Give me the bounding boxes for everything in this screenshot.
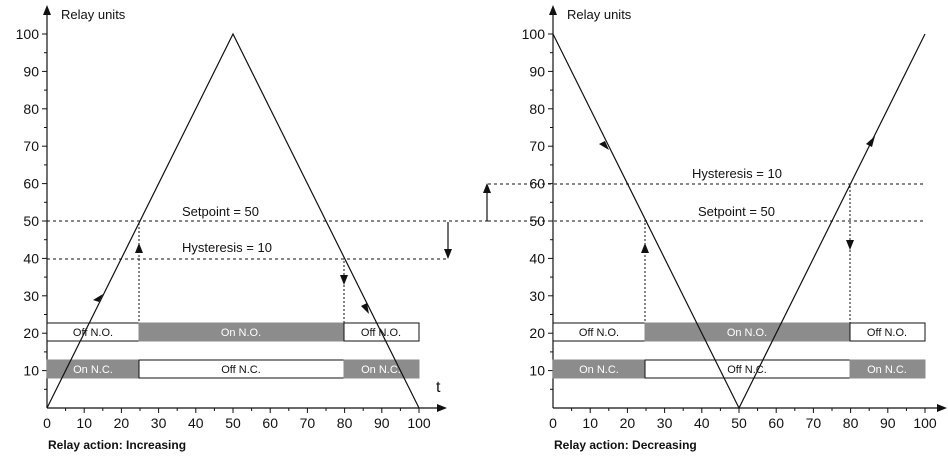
nc-label-left-2: Off N.C. — [221, 364, 261, 376]
switch-on-arrow-right — [641, 243, 649, 253]
x-tick-label-right-40: 40 — [694, 415, 710, 431]
x-tick-label-right-100: 100 — [913, 415, 937, 431]
y-axis-label-left: Relay units — [61, 7, 126, 22]
x-tick-label-left-90: 90 — [374, 415, 390, 431]
x-tick-label-right-80: 80 — [843, 415, 859, 431]
signal-arrow-left-down — [361, 303, 369, 314]
x-tick-label-left-10: 10 — [76, 415, 92, 431]
y-axis-arrow-right — [549, 5, 557, 15]
y-tick-label-right-20: 20 — [529, 325, 545, 341]
nc-label-right-1: On N.C. — [579, 364, 619, 376]
signal-line-right — [552, 33, 926, 410]
y-tick-label-right-70: 70 — [529, 138, 545, 154]
y-tick-label-left-70: 70 — [23, 138, 39, 154]
nc-bar-on-right-2 — [849, 359, 926, 379]
switch-off-arrow-left — [340, 275, 348, 285]
x-tick-label-right-10: 10 — [582, 415, 598, 431]
panel-decreasing: Relay units 0 10 20 30 40 50 60 70 80 90 100 10 20 30… — [488, 5, 947, 452]
x-axis-arrow-left — [437, 404, 447, 412]
y-axis-arrow-left — [43, 5, 51, 15]
y-tick-label-right-40: 40 — [529, 250, 545, 266]
no-label-right-3: Off N.O. — [867, 327, 907, 339]
nc-label-left-3: On N.C. — [361, 364, 401, 376]
x-tick-label-left-20: 20 — [114, 415, 130, 431]
y-tick-label-left-50: 50 — [23, 213, 39, 229]
no-label-right-1: Off N.O. — [579, 327, 619, 339]
x-tick-label-right-70: 70 — [806, 415, 822, 431]
panel-increasing: Relay units t 0 10 20 30 40 50 60 70 80 90 100 10 20… — [16, 5, 491, 452]
x-tick-label-left-50: 50 — [225, 415, 241, 431]
y-tick-label-left-40: 40 — [23, 250, 39, 266]
x-tick-label-right-60: 60 — [768, 415, 784, 431]
y-tick-label-left-30: 30 — [23, 288, 39, 304]
x-tick-label-left-60: 60 — [262, 415, 278, 431]
x-tick-label-right-90: 90 — [880, 415, 896, 431]
x-axis-label-left: t — [436, 379, 441, 396]
nc-label-right-2: Off N.C. — [727, 364, 767, 376]
nc-label-left-1: On N.C. — [73, 364, 113, 376]
signal-arrow-right-down — [599, 141, 609, 150]
x-tick-label-right-30: 30 — [657, 415, 673, 431]
x-tick-label-left-30: 30 — [151, 415, 167, 431]
hysteresis-label-left: Hysteresis = 10 — [182, 240, 272, 255]
x-tick-label-right-20: 20 — [620, 415, 636, 431]
y-tick-label-left-90: 90 — [23, 63, 39, 79]
caption-left: Relay action: Increasing — [48, 438, 186, 452]
signal-arrow-left-up — [93, 294, 103, 302]
x-tick-label-left-40: 40 — [188, 415, 204, 431]
up-arrow-head — [483, 183, 491, 193]
hysteresis-label-right: Hysteresis = 10 — [692, 166, 782, 181]
switch-on-arrow-left — [135, 243, 143, 253]
y-tick-label-right-10: 10 — [529, 363, 545, 379]
y-tick-label-left-60: 60 — [23, 176, 39, 192]
y-tick-label-right-80: 80 — [529, 101, 545, 117]
x-tick-label-left-100: 100 — [407, 415, 431, 431]
y-tick-label-left-80: 80 — [23, 101, 39, 117]
x-tick-label-right-0: 0 — [549, 415, 557, 431]
signal-arrow-right-up — [866, 136, 875, 147]
x-tick-label-left-0: 0 — [43, 415, 51, 431]
nc-bar-on-left-2 — [343, 359, 420, 379]
x-tick-label-left-80: 80 — [337, 415, 353, 431]
y-tick-label-right-100: 100 — [522, 26, 546, 42]
no-label-left-1: Off N.O. — [73, 327, 113, 339]
setpoint-label-left: Setpoint = 50 — [182, 204, 259, 219]
x-axis-arrow-right — [937, 404, 947, 412]
down-arrow-head — [444, 249, 452, 259]
no-label-left-3: Off N.O. — [361, 327, 401, 339]
y-tick-label-left-20: 20 — [23, 325, 39, 341]
y-tick-label-right-30: 30 — [529, 288, 545, 304]
y-axis-label-right: Relay units — [567, 7, 632, 22]
y-tick-label-right-90: 90 — [529, 63, 545, 79]
y-tick-label-left-10: 10 — [23, 363, 39, 379]
setpoint-label-right: Setpoint = 50 — [698, 204, 775, 219]
y-tick-label-left-100: 100 — [16, 26, 40, 42]
x-tick-label-right-50: 50 — [731, 415, 747, 431]
ticks-left: 0 10 20 30 40 50 60 70 80 90 100 10 20 30 40 50 60 70 80 90… — [16, 26, 431, 431]
no-label-left-2: On N.O. — [221, 327, 261, 339]
nc-label-right-3: On N.C. — [867, 364, 907, 376]
no-label-right-2: On N.O. — [727, 327, 767, 339]
switch-off-arrow-right — [846, 240, 854, 250]
x-tick-label-left-70: 70 — [300, 415, 316, 431]
no-bar-off-right-2 — [849, 322, 926, 342]
signal-line-left — [46, 32, 420, 409]
caption-right: Relay action: Decreasing — [554, 438, 697, 452]
